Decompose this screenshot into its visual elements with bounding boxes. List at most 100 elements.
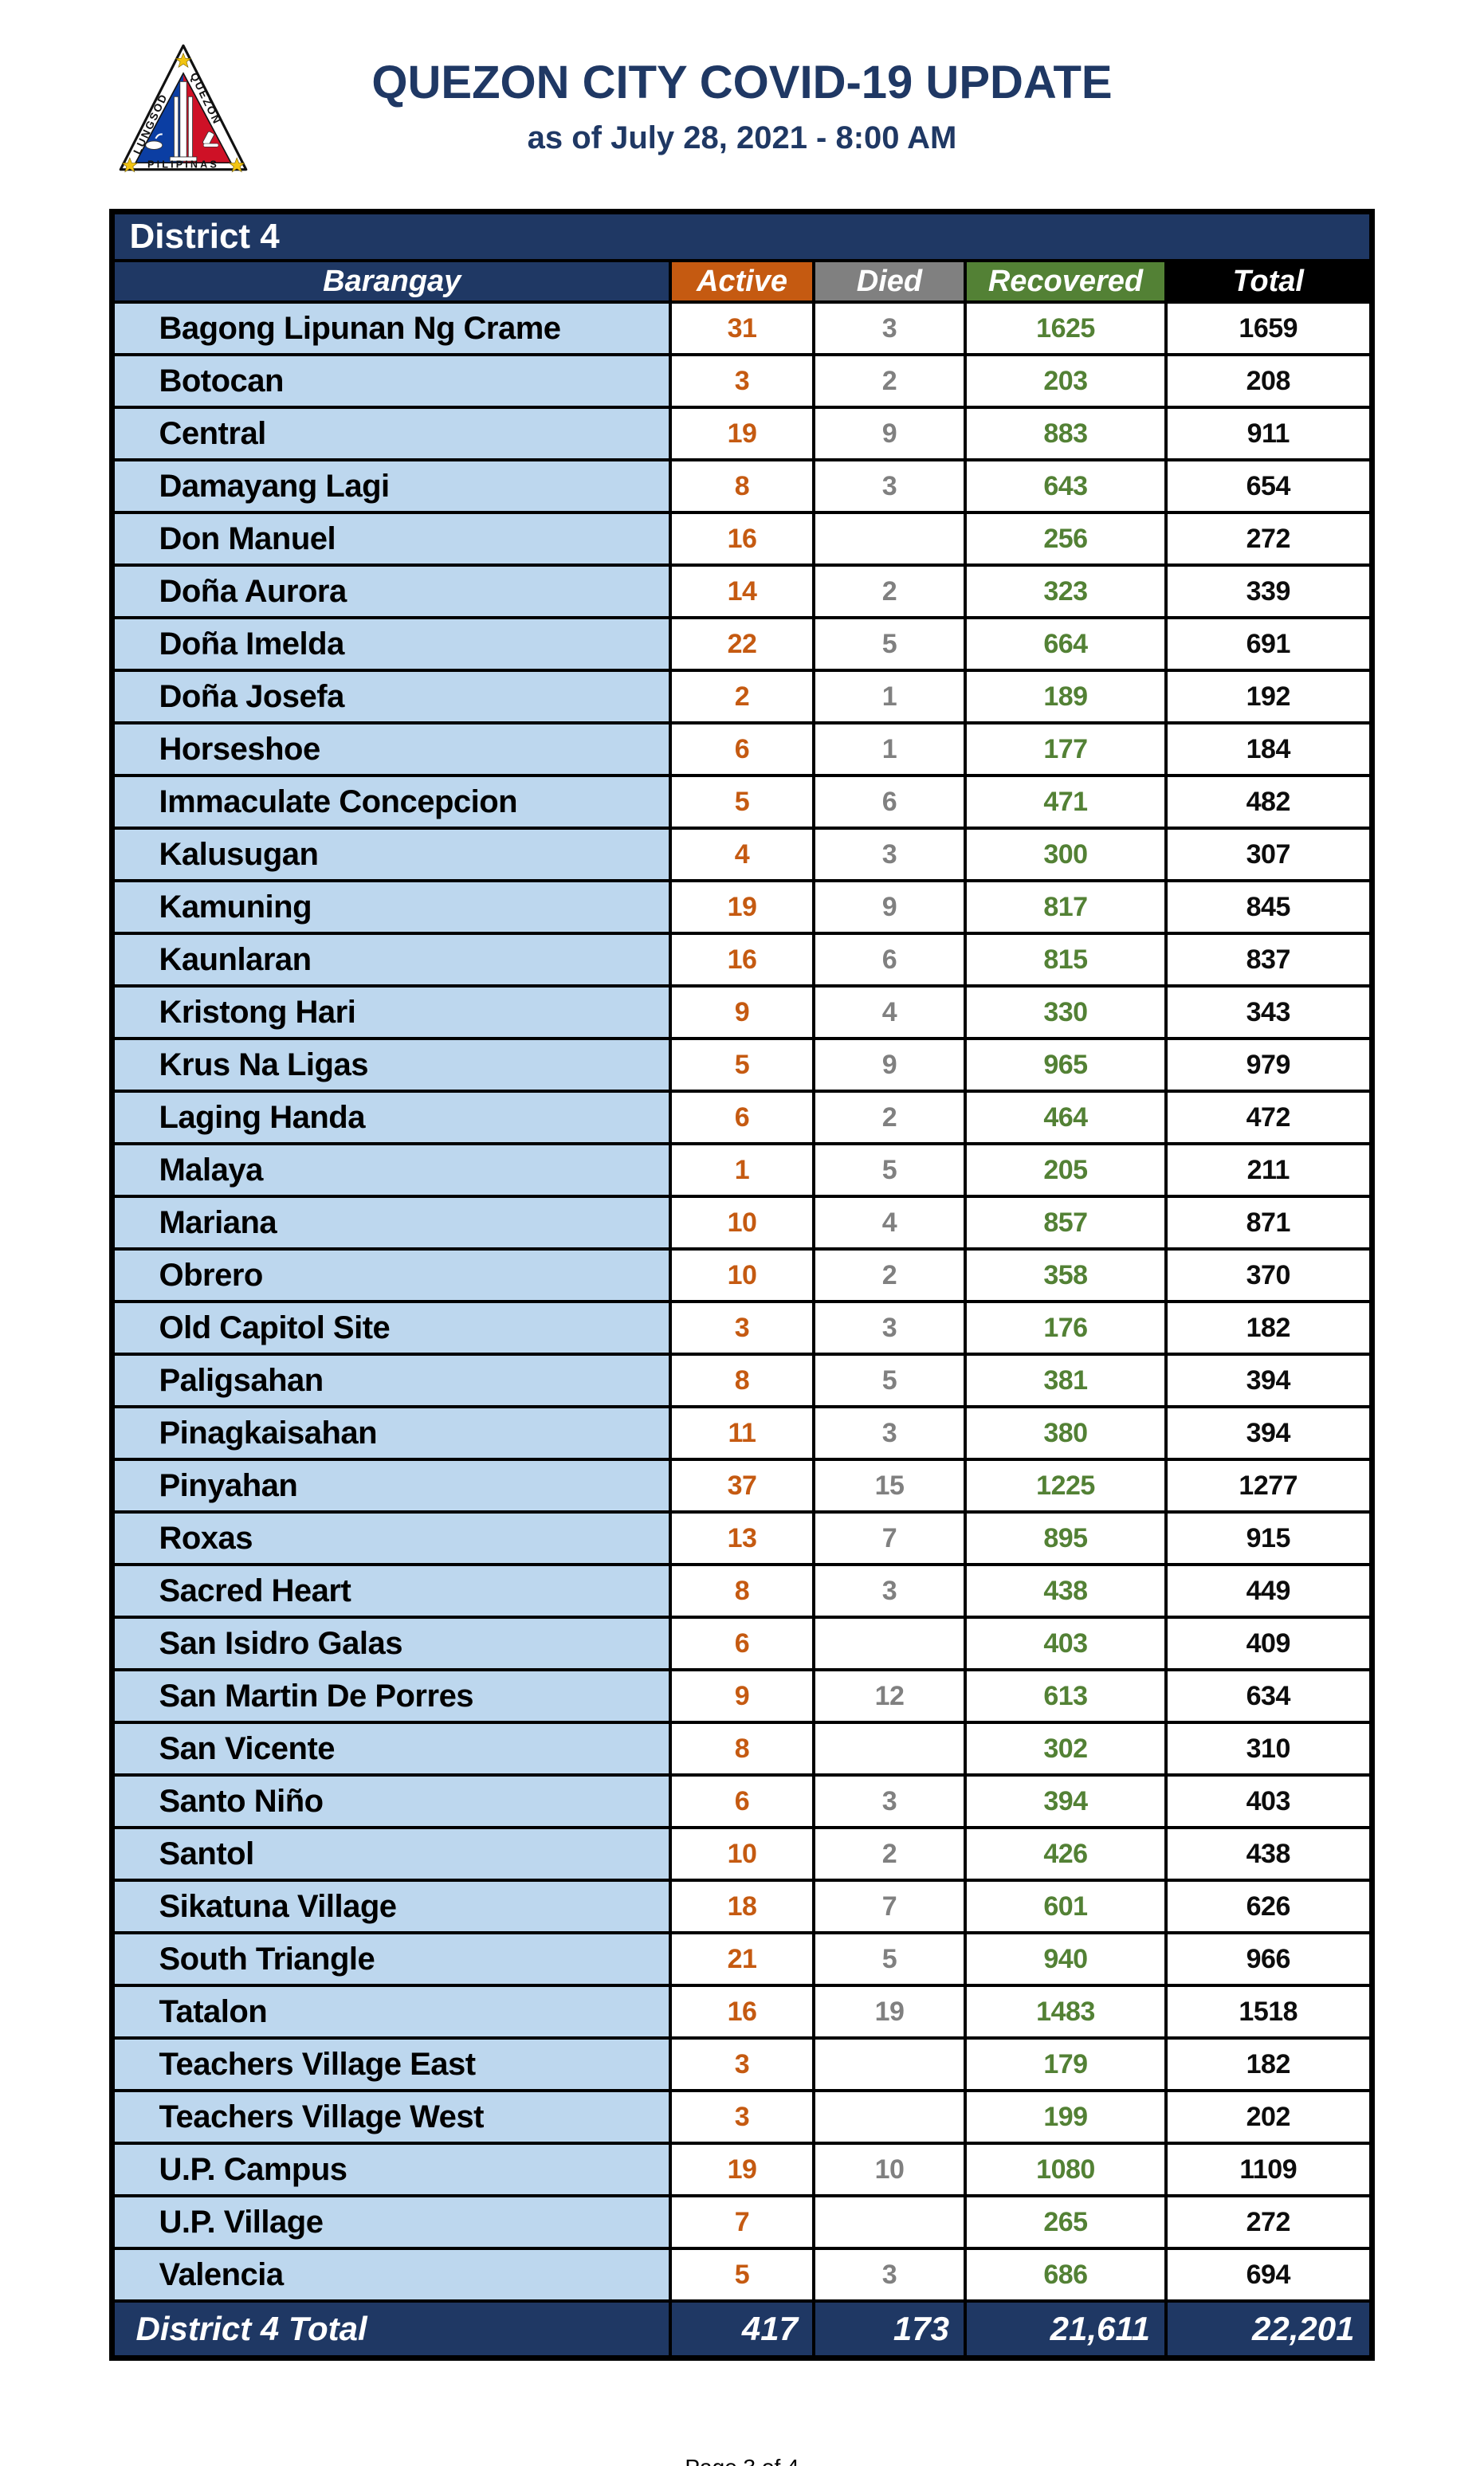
col-header-barangay: Barangay	[110, 259, 672, 304]
recovered-cell: 601	[963, 1879, 1168, 1934]
table-row: Doña Imelda 22 5 664 691	[110, 616, 1374, 672]
covid-table: District 4 Barangay Active Died Recovere…	[109, 209, 1375, 2361]
total-cell: 482	[1164, 774, 1374, 830]
barangay-name-cell: Central	[110, 406, 672, 461]
total-cell: 310	[1164, 1721, 1374, 1777]
active-cell: 8	[668, 1721, 815, 1777]
page-number: Page 3 of 4	[685, 2455, 799, 2466]
table-row: Pinagkaisahan 11 3 380 394	[110, 1405, 1374, 1461]
barangay-name-cell: South Triangle	[110, 1931, 672, 1987]
barangay-name-cell: Teachers Village West	[110, 2089, 672, 2145]
barangay-name-cell: Damayang Lagi	[110, 458, 672, 514]
page-subtitle: as of July 28, 2021 - 8:00 AM	[527, 120, 957, 155]
monument-icon	[169, 80, 198, 162]
died-cell: 5	[811, 1353, 967, 1408]
died-cell	[811, 2036, 967, 2092]
table-body: Bagong Lipunan Ng Crame 31 3 1625 1659 B…	[110, 300, 1374, 2303]
recovered-cell: 265	[963, 2194, 1168, 2250]
table-row: Central 19 9 883 911	[110, 406, 1374, 461]
table-row: Horseshoe 6 1 177 184	[110, 721, 1374, 777]
died-cell: 1	[811, 669, 967, 724]
barangay-name-cell: Krus Na Ligas	[110, 1037, 672, 1093]
table-row: Sacred Heart 8 3 438 449	[110, 1563, 1374, 1619]
recovered-cell: 1483	[963, 1984, 1168, 2040]
barangay-name-cell: Pinyahan	[110, 1458, 672, 1514]
died-cell	[811, 1721, 967, 1777]
died-cell: 3	[811, 1563, 967, 1619]
table-row: San Vicente 8 302 310	[110, 1721, 1374, 1777]
total-cell: 915	[1164, 1510, 1374, 1566]
barangay-name-cell: Doña Imelda	[110, 616, 672, 672]
table-row: Mariana 10 4 857 871	[110, 1195, 1374, 1251]
page-footer: Page 3 of 4	[0, 2455, 1484, 2466]
barangay-name-cell: Sikatuna Village	[110, 1879, 672, 1934]
barangay-name-cell: Old Capitol Site	[110, 1300, 672, 1356]
barangay-name-cell: Bagong Lipunan Ng Crame	[110, 300, 672, 356]
died-cell: 4	[811, 1195, 967, 1251]
died-cell: 10	[811, 2142, 967, 2197]
title-block: QUEZON CITY COVID-19 UPDATE as of July 2…	[0, 56, 1484, 156]
died-cell: 7	[811, 1879, 967, 1934]
total-cell: 208	[1164, 353, 1374, 409]
died-cell: 3	[811, 2247, 967, 2303]
barangay-name-cell: Kaunlaran	[110, 932, 672, 988]
active-cell: 16	[668, 932, 815, 988]
total-cell: 691	[1164, 616, 1374, 672]
active-cell: 2	[668, 669, 815, 724]
active-cell: 6	[668, 1090, 815, 1145]
recovered-cell: 664	[963, 616, 1168, 672]
recovered-cell: 471	[963, 774, 1168, 830]
recovered-cell: 176	[963, 1300, 1168, 1356]
recovered-cell: 381	[963, 1353, 1168, 1408]
district-total-recovered: 21,611	[963, 2299, 1168, 2360]
died-cell: 3	[811, 1300, 967, 1356]
died-cell: 2	[811, 353, 967, 409]
died-cell: 9	[811, 1037, 967, 1093]
died-cell	[811, 1616, 967, 1671]
died-cell: 5	[811, 1931, 967, 1987]
column-header-row: Barangay Active Died Recovered Total	[110, 259, 1374, 304]
barangay-name-cell: Sacred Heart	[110, 1563, 672, 1619]
star-icon	[121, 157, 139, 173]
barangay-name-cell: Kristong Hari	[110, 984, 672, 1040]
table-row: Krus Na Ligas 5 9 965 979	[110, 1037, 1374, 1093]
active-cell: 22	[668, 616, 815, 672]
recovered-cell: 613	[963, 1668, 1168, 1724]
recovered-cell: 300	[963, 827, 1168, 882]
table-row: Old Capitol Site 3 3 176 182	[110, 1300, 1374, 1356]
gavel-icon	[202, 131, 219, 147]
died-cell	[811, 2089, 967, 2145]
table-row: Teachers Village East 3 179 182	[110, 2036, 1374, 2092]
active-cell: 5	[668, 2247, 815, 2303]
total-cell: 911	[1164, 406, 1374, 461]
table-row: Botocan 3 2 203 208	[110, 353, 1374, 409]
active-cell: 3	[668, 2036, 815, 2092]
active-cell: 10	[668, 1195, 815, 1251]
total-cell: 343	[1164, 984, 1374, 1040]
table-row: U.P. Village 7 265 272	[110, 2194, 1374, 2250]
barangay-name-cell: Teachers Village East	[110, 2036, 672, 2092]
active-cell: 10	[668, 1247, 815, 1303]
table-row: Teachers Village West 3 199 202	[110, 2089, 1374, 2145]
total-cell: 626	[1164, 1879, 1374, 1934]
quezon-city-seal-logo: LUNGSOD QUEZON PILIPINAS	[119, 44, 248, 173]
table-row: Immaculate Concepcion 5 6 471 482	[110, 774, 1374, 830]
table-row: Valencia 5 3 686 694	[110, 2247, 1374, 2303]
col-header-active: Active	[668, 259, 815, 304]
barangay-name-cell: Doña Aurora	[110, 563, 672, 619]
active-cell: 14	[668, 563, 815, 619]
active-cell: 8	[668, 458, 815, 514]
total-cell: 694	[1164, 2247, 1374, 2303]
barangay-name-cell: San Isidro Galas	[110, 1616, 672, 1671]
barangay-name-cell: Malaya	[110, 1142, 672, 1198]
table-row: Tatalon 16 19 1483 1518	[110, 1984, 1374, 2040]
total-cell: 438	[1164, 1826, 1374, 1882]
died-cell: 15	[811, 1458, 967, 1514]
star-icon	[175, 52, 192, 69]
col-header-total: Total	[1164, 259, 1374, 304]
active-cell: 21	[668, 1931, 815, 1987]
barangay-name-cell: Horseshoe	[110, 721, 672, 777]
total-cell: 409	[1164, 1616, 1374, 1671]
recovered-cell: 817	[963, 879, 1168, 935]
